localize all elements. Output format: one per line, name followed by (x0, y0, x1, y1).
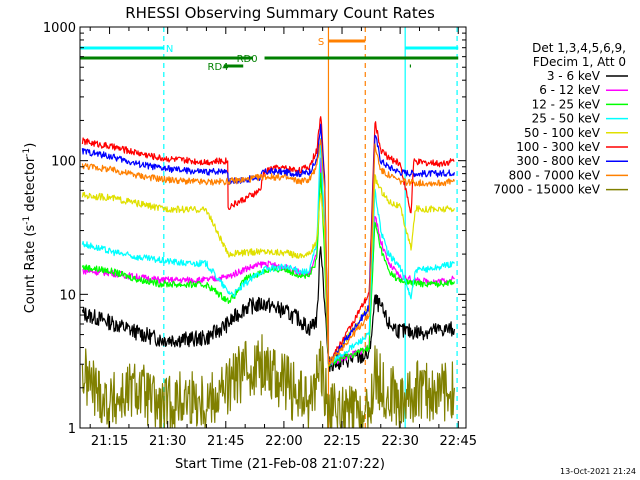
y-axis-label-end: ) (23, 143, 38, 148)
series-lines (81, 116, 455, 429)
legend-label: 800 - 7000 keV (509, 168, 601, 182)
legend-item-6-12-kev: 6 - 12 keV (539, 83, 628, 97)
legend-item-300-800-kev: 300 - 800 keV (516, 154, 628, 168)
chart-title: RHESSI Observing Summary Count Rates (125, 4, 435, 22)
y-tick-label: 1000 (43, 21, 76, 36)
legend-label: 12 - 25 keV (532, 97, 601, 111)
legend-header-line-1: Det 1,3,4,5,6,9, (532, 41, 626, 55)
legend-item-12-25-kev: 12 - 25 keV (532, 97, 628, 111)
plot-frame (79, 26, 467, 429)
legend-item-800-7000-kev: 800 - 7000 keV (509, 168, 628, 182)
legend: Det 1,3,4,5,6,9, FDecim 1, Att 0 3 - 6 k… (493, 41, 628, 197)
state-bars: N RD0 RD4 S (80, 37, 459, 73)
y-axis-label-main: Count Rate (s (23, 225, 38, 314)
x-tick-label: 21:15 (91, 434, 128, 449)
legend-label: 6 - 12 keV (539, 83, 601, 97)
legend-label: 25 - 50 keV (532, 112, 601, 126)
y-axis-ticks: 1 10 100 1000 (43, 21, 466, 437)
series-line-3-6-kev (81, 246, 455, 372)
y-tick-label: 1 (68, 422, 76, 437)
y-axis-label: Count Rate (s-1 detector-1) (22, 143, 38, 314)
legend-label: 3 - 6 keV (547, 69, 601, 83)
y-axis-label-mid: detector (23, 156, 38, 216)
legend-label: 7000 - 15000 keV (493, 183, 600, 197)
legend-label: 100 - 300 keV (516, 140, 600, 154)
series-line-12-25-kev (81, 172, 455, 367)
series-line-800-7000-kev (81, 138, 455, 367)
x-tick-label: 22:00 (265, 434, 302, 449)
legend-label: 300 - 800 keV (516, 154, 600, 168)
series-line-6-12-kev (82, 157, 455, 366)
x-tick-label: 22:45 (440, 434, 477, 449)
legend-label: 50 - 100 keV (524, 126, 601, 140)
legend-header-line-2: FDecim 1, Att 0 (533, 55, 626, 69)
legend-item-3-6-kev: 3 - 6 keV (547, 69, 628, 83)
state-bar-label-rd0: RD0 (237, 54, 258, 65)
state-bar-label-s: S (318, 37, 324, 48)
x-tick-label: 21:30 (149, 434, 186, 449)
x-tick-label: 22:15 (323, 434, 360, 449)
legend-item-25-50-kev: 25 - 50 keV (532, 112, 628, 126)
series-line-7000-15000-kev (81, 334, 455, 429)
series-line-25-50-kev (81, 137, 455, 366)
legend-item-7000-15000-kev: 7000 - 15000 keV (493, 183, 628, 197)
legend-item-50-100-kev: 50 - 100 keV (524, 126, 628, 140)
series-line-300-800-kev (81, 123, 455, 366)
state-bar-label-n: N (166, 44, 173, 55)
timestamp: 13-Oct-2021 21:24 (560, 467, 636, 476)
x-axis-ticks: 21:15 21:30 21:45 22:00 22:15 22:30 22:45 (89, 27, 477, 449)
state-bar-label-rd4: RD4 (208, 62, 229, 73)
y-axis-label-sup-1: -1 (22, 216, 32, 225)
x-tick-label: 21:45 (207, 434, 244, 449)
y-tick-label: 10 (59, 288, 76, 303)
x-axis-label: Start Time (21-Feb-08 21:07:22) (175, 457, 385, 472)
series-line-50-100-kev (81, 174, 455, 367)
y-axis-label-sup-2: -1 (22, 148, 32, 157)
y-tick-label: 100 (51, 155, 76, 170)
legend-item-100-300-kev: 100 - 300 keV (516, 140, 628, 154)
series-line-100-300-kev (81, 116, 455, 365)
x-tick-label: 22:30 (381, 434, 418, 449)
